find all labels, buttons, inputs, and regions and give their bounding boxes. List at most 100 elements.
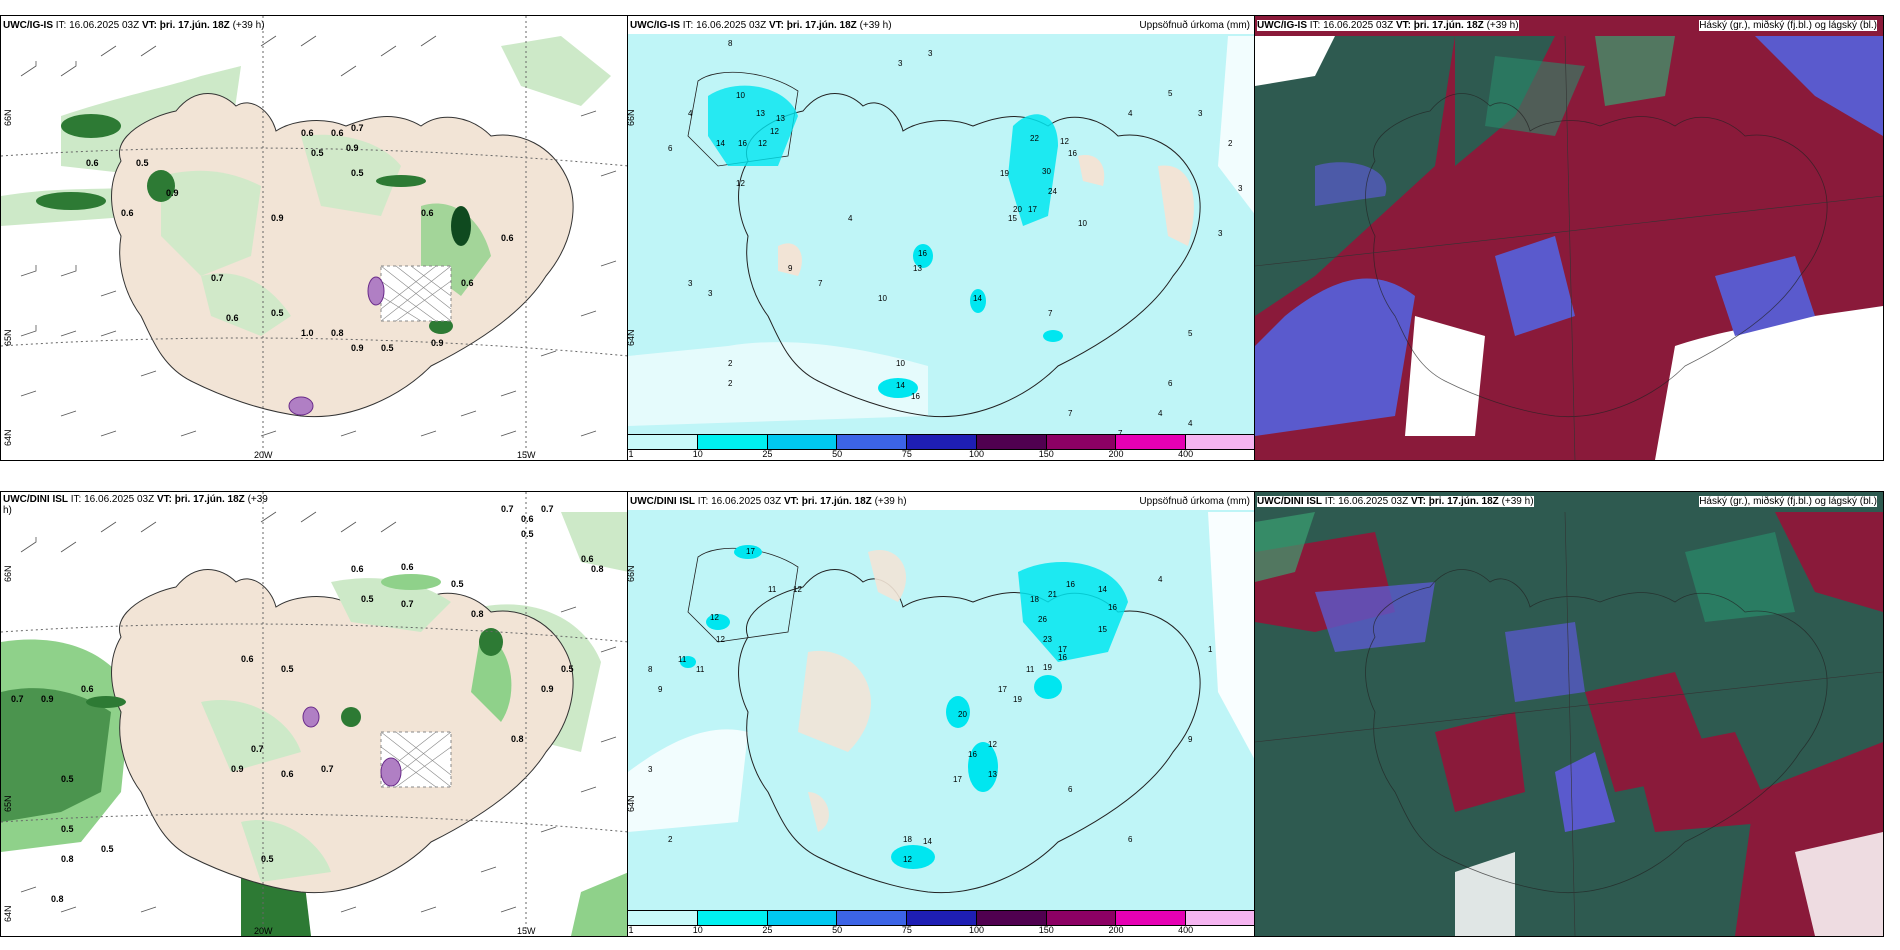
vt-label: VT:: [1395, 20, 1411, 31]
svg-text:23: 23: [1043, 635, 1052, 644]
svg-text:0.9: 0.9: [166, 188, 179, 198]
vt-value: þri. 17.jún. 18Z: [786, 20, 857, 31]
svg-text:0.6: 0.6: [401, 562, 414, 572]
lat-label-66n: 66N: [627, 565, 636, 582]
svg-text:0.8: 0.8: [51, 894, 64, 904]
it-label: IT:: [1324, 496, 1336, 507]
svg-text:5: 5: [1188, 329, 1193, 338]
panel-header: UWC/DINI ISL IT: 16.06.2025 03Z VT: þri.…: [630, 496, 907, 507]
svg-text:7: 7: [1118, 429, 1123, 438]
svg-text:0.5: 0.5: [61, 824, 74, 834]
svg-text:10: 10: [878, 294, 887, 303]
svg-text:0.5: 0.5: [351, 168, 364, 178]
colorbar-swatch: [697, 911, 768, 925]
svg-text:17: 17: [746, 547, 755, 556]
model-name: UWC/IG-IS: [3, 20, 53, 31]
svg-text:14: 14: [896, 381, 905, 390]
it-value: 16.06.2025 03Z: [1338, 496, 1409, 507]
svg-text:16: 16: [1068, 149, 1077, 158]
svg-text:5: 5: [1168, 89, 1173, 98]
map-wind-precip-igis: 0.6 0.6 0.7 0.5 0.90.5 0.6 0.50.9 0.6 0.90.7 …: [1, 16, 629, 460]
colorbar-swatch: [1186, 911, 1256, 925]
svg-text:0.5: 0.5: [361, 594, 374, 604]
svg-text:0.8: 0.8: [471, 609, 484, 619]
svg-text:0.5: 0.5: [281, 664, 294, 674]
svg-text:3: 3: [928, 49, 933, 58]
map-wind-precip-dini: 0.70.60.7 0.50.60.8 0.6 0.60.5 0.5 0.70.8 …: [1, 492, 629, 936]
svg-text:0.7: 0.7: [401, 599, 414, 609]
svg-text:3: 3: [1238, 184, 1243, 193]
svg-text:0.9: 0.9: [351, 343, 364, 353]
svg-text:14: 14: [973, 294, 982, 303]
svg-text:20: 20: [958, 710, 967, 719]
svg-text:18: 18: [1030, 595, 1039, 604]
svg-text:15: 15: [1098, 625, 1107, 634]
svg-text:0.7: 0.7: [321, 764, 334, 774]
svg-text:4: 4: [848, 214, 853, 223]
colorbar-swatch: [1116, 435, 1187, 449]
panel-header: UWC/DINI ISL IT: 16.06.2025 03Z VT: þri.…: [3, 494, 293, 516]
svg-text:19: 19: [1000, 169, 1009, 178]
it-value: 16.06.2025 03Z: [69, 20, 140, 31]
svg-text:9: 9: [658, 685, 663, 694]
svg-text:13: 13: [776, 114, 785, 123]
it-label: IT:: [682, 20, 694, 31]
svg-text:0.5: 0.5: [451, 579, 464, 589]
svg-text:6: 6: [1128, 835, 1133, 844]
svg-text:0.7: 0.7: [501, 504, 514, 514]
svg-text:17: 17: [953, 775, 962, 784]
vt-label: VT:: [1410, 496, 1426, 507]
svg-text:4: 4: [1158, 575, 1163, 584]
svg-text:0.6: 0.6: [281, 769, 294, 779]
svg-text:0.5: 0.5: [261, 854, 274, 864]
svg-text:19: 19: [1043, 663, 1052, 672]
colorbar-label: 25: [762, 449, 773, 459]
svg-text:2: 2: [668, 835, 673, 844]
svg-text:0.8: 0.8: [591, 564, 604, 574]
svg-text:0.6: 0.6: [81, 684, 94, 694]
colorbar-label: 150: [1038, 449, 1054, 459]
svg-text:0.5: 0.5: [561, 664, 574, 674]
svg-text:0.5: 0.5: [381, 343, 394, 353]
svg-text:8: 8: [728, 39, 733, 48]
colorbar: 1 10 25 50 75 100 150 200 400: [628, 434, 1256, 460]
svg-text:16: 16: [1108, 603, 1117, 612]
svg-text:3: 3: [1218, 229, 1223, 238]
map-clouds-dini: [1255, 492, 1883, 936]
colorbar-label: 400: [1178, 925, 1194, 935]
svg-text:6: 6: [1168, 379, 1173, 388]
svg-text:0.7: 0.7: [351, 123, 364, 133]
vt-label: VT:: [783, 496, 799, 507]
panel-header: UWC/IG-IS IT: 16.06.2025 03Z VT: þri. 17…: [3, 20, 265, 31]
svg-text:16: 16: [738, 139, 747, 148]
svg-text:0.6: 0.6: [581, 554, 594, 564]
svg-text:0.8: 0.8: [61, 854, 74, 864]
svg-text:17: 17: [1028, 205, 1037, 214]
lat-label-65n: 65N: [3, 329, 13, 346]
svg-text:8: 8: [648, 665, 653, 674]
colorbar-label: 100: [969, 449, 985, 459]
svg-text:0.5: 0.5: [136, 158, 149, 168]
svg-text:10: 10: [1078, 219, 1087, 228]
colorbar-swatch: [697, 435, 768, 449]
map-clouds-igis: [1255, 16, 1883, 460]
colorbar-swatch: [907, 435, 977, 449]
svg-text:7: 7: [1068, 409, 1073, 418]
panel-field-title: Háský (gr.), miðský (fj.bl.) og lágský (…: [1699, 20, 1877, 31]
svg-text:0.6: 0.6: [501, 233, 514, 243]
svg-text:0.6: 0.6: [421, 208, 434, 218]
svg-text:14: 14: [1098, 585, 1107, 594]
colorbar-swatch: [1046, 911, 1117, 925]
lon-label-15w: 15W: [517, 450, 536, 460]
it-label: IT:: [697, 496, 709, 507]
svg-text:9: 9: [1188, 735, 1193, 744]
vt-value: þri. 17.jún. 18Z: [159, 20, 230, 31]
colorbar-label: 200: [1108, 449, 1124, 459]
svg-text:4: 4: [1128, 109, 1133, 118]
svg-text:13: 13: [988, 770, 997, 779]
colorbar-label: 400: [1178, 449, 1194, 459]
svg-text:20: 20: [1013, 205, 1022, 214]
colorbar-swatch: [1046, 435, 1117, 449]
panel-header: UWC/IG-IS IT: 16.06.2025 03Z VT: þri. 17…: [630, 20, 892, 31]
